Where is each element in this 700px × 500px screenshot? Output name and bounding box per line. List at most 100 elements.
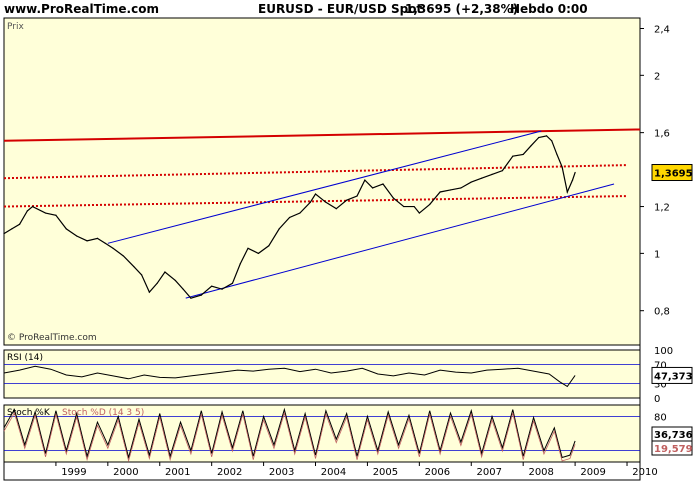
price-point: [200, 294, 202, 296]
rsi-panel: [3, 349, 641, 399]
price-y-tick-label: 0,8: [654, 307, 670, 318]
price-panel-label: Prix: [7, 22, 24, 32]
price-point: [112, 247, 114, 249]
last-price-tag: 1,3695: [654, 169, 693, 180]
x-tick-label: 2010: [632, 467, 657, 478]
x-tick-label: 2002: [217, 467, 242, 478]
price-point: [55, 214, 57, 216]
price-point: [133, 265, 135, 268]
price-point: [439, 191, 441, 193]
price-point: [231, 282, 234, 284]
stoch-last-tag-box: [651, 440, 693, 456]
last-price-tag-box: [651, 164, 693, 182]
horizontal-resistance-line: [3, 128, 641, 142]
rsi-last-tag: 47,373: [654, 371, 693, 382]
price-point: [470, 181, 472, 183]
price-point: [86, 240, 88, 242]
price-point: [571, 179, 574, 181]
price-point: [392, 197, 394, 199]
stoch-k-line: [3, 407, 576, 460]
price-point: [148, 291, 150, 293]
price-y-tick-label: 1,2: [654, 203, 670, 214]
price-point: [372, 187, 374, 189]
price-point: [545, 135, 548, 137]
price-point: [335, 208, 337, 210]
price-point: [190, 297, 192, 299]
price-point: [156, 282, 158, 284]
price-point: [403, 205, 405, 208]
price-point: [182, 288, 184, 290]
price-point: [382, 183, 384, 185]
price-point: [26, 210, 28, 212]
rsi-y-tick-label: 70: [654, 360, 667, 371]
price-point: [551, 140, 553, 142]
price-point: [460, 187, 462, 189]
price-point: [346, 199, 348, 201]
price-point: [76, 235, 78, 237]
price-point: [561, 166, 563, 168]
price-point: [221, 288, 223, 290]
rsi-y-tick-label: 100: [654, 346, 673, 357]
price-point: [140, 274, 143, 276]
x-axis-strip: [3, 461, 641, 481]
stoch-d-title: Stoch %D (14 3 5): [62, 408, 144, 418]
price-point: [356, 195, 358, 197]
price-point: [164, 271, 166, 273]
timeframe-label: Hebdo 0:00: [510, 2, 588, 16]
price-point: [31, 205, 34, 208]
x-tick-label: 1999: [61, 467, 86, 478]
price-point: [574, 171, 576, 174]
rsi-y-tick-label: 0: [654, 394, 660, 405]
x-tick-label: 2004: [321, 467, 346, 478]
quote-label: 1,3695 (+2,38%): [405, 2, 519, 16]
price-point: [314, 193, 317, 195]
price-y-tick-label: 2,4: [654, 24, 670, 35]
price-point: [174, 279, 176, 282]
price-point: [268, 245, 270, 247]
x-tick-label: 2008: [528, 467, 553, 478]
price-point: [309, 201, 311, 203]
trend-channel-line: [185, 183, 615, 299]
price-point: [522, 153, 524, 156]
price-point: [556, 153, 558, 156]
price-point: [491, 173, 493, 175]
x-tick-label: 2000: [113, 467, 138, 478]
price-point: [257, 252, 259, 254]
price-point: [44, 212, 47, 214]
price-point: [288, 216, 291, 219]
price-point: [11, 228, 13, 230]
rsi-series-line: [3, 365, 576, 388]
price-point: [3, 233, 5, 235]
price-point: [429, 203, 431, 206]
x-tick-label: 2009: [580, 467, 605, 478]
price-point: [211, 285, 213, 287]
price-point: [325, 201, 327, 203]
x-tick-label: 2005: [373, 467, 398, 478]
price-point: [18, 223, 21, 225]
price-point: [65, 228, 67, 230]
price-point: [122, 255, 125, 257]
price-point: [501, 170, 504, 172]
rsi-y-tick-label: 30: [654, 380, 667, 391]
stoch-d-line: [3, 411, 576, 463]
price-point: [538, 136, 540, 139]
price-point: [512, 155, 514, 157]
price-point: [566, 191, 568, 193]
stoch-k-title: Stoch %K: [7, 408, 51, 418]
price-point: [413, 205, 415, 208]
x-tick-label: 2001: [165, 467, 190, 478]
price-y-tick-label: 1: [654, 249, 660, 260]
price-point: [364, 179, 366, 181]
x-tick-label: 2006: [425, 467, 450, 478]
price-y-tick-label: 2: [654, 71, 660, 82]
rsi-title: RSI (14): [7, 353, 43, 363]
price-point: [278, 228, 280, 230]
stoch-last-tag: 19,579: [654, 444, 693, 455]
site-label: www.ProRealTime.com: [4, 2, 159, 16]
price-point: [247, 247, 249, 249]
price-point: [449, 189, 452, 191]
price-point: [530, 145, 532, 147]
price-point: [299, 212, 301, 214]
